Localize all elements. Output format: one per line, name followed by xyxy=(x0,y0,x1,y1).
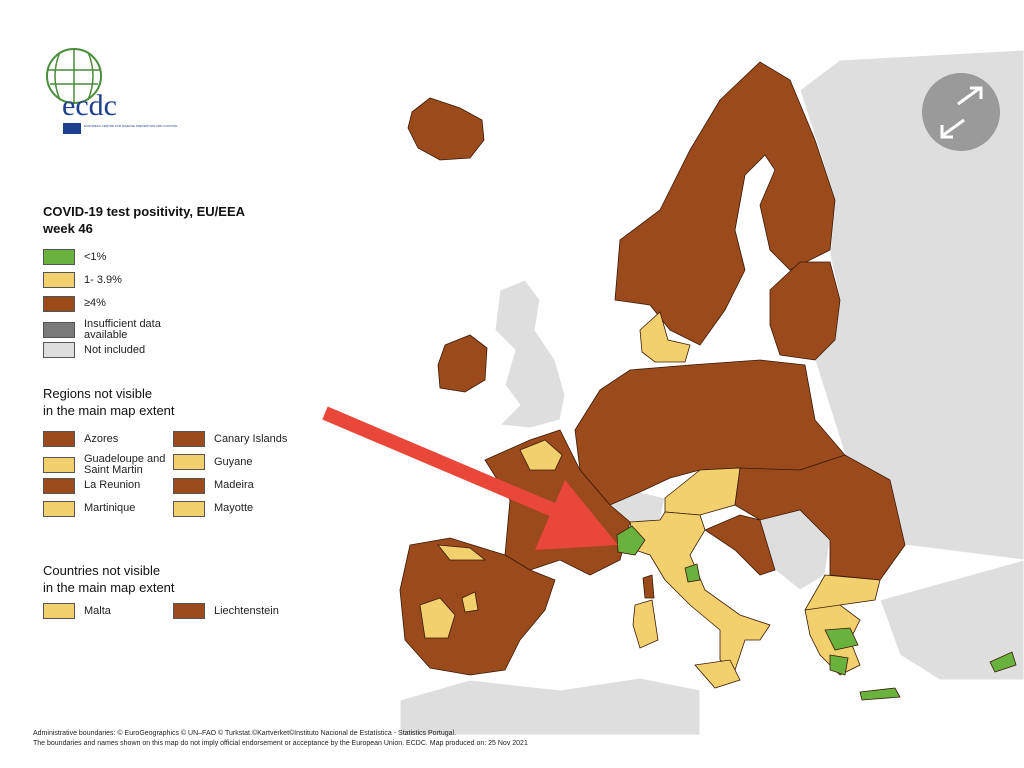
turkey-land xyxy=(879,559,1024,681)
legend-label: Malta xyxy=(84,604,111,617)
legend-swatch xyxy=(43,342,75,359)
sardinia xyxy=(632,599,659,649)
cyprus xyxy=(989,651,1017,673)
legend-title: COVID-19 test positivity, EU/EEA xyxy=(43,204,246,219)
legend-title: in the main map extent xyxy=(43,580,175,595)
scandinavia xyxy=(614,61,836,346)
legend-item: Madeira xyxy=(173,477,306,494)
legend-title: Countries not visible xyxy=(43,563,161,578)
legend-label: Canary Islands xyxy=(214,432,288,445)
legend-swatch xyxy=(43,500,75,517)
legend-swatch xyxy=(43,272,75,289)
legend-swatch xyxy=(173,431,205,447)
legend-label: Liechtenstein xyxy=(214,604,279,617)
legend-swatch xyxy=(43,431,75,447)
crete xyxy=(859,687,901,701)
legend-item: Not included xyxy=(43,342,176,359)
iceland xyxy=(407,97,485,161)
footer-text: Administrative boundaries: © EuroGeograp… xyxy=(33,730,457,737)
legend-swatch xyxy=(43,249,75,265)
logo-subtitle: EUROPEAN CENTRE FOR DISEASE PREVENTION A… xyxy=(84,124,178,128)
legend-item: Guyane xyxy=(173,454,306,471)
greece-region-2 xyxy=(829,654,849,676)
spain-region-1 xyxy=(419,597,456,639)
uk-land xyxy=(494,279,566,429)
footer-text: The boundaries and names shown on this m… xyxy=(33,740,528,747)
legend-swatch xyxy=(43,321,75,338)
legend-swatch xyxy=(43,603,75,619)
logo-grid xyxy=(48,49,100,103)
legend-label: Mayotte xyxy=(214,502,254,515)
legend-label: Azores xyxy=(84,432,119,445)
croatia xyxy=(704,514,776,576)
aosta-valley xyxy=(616,525,646,556)
legend-item: Azores xyxy=(43,431,176,447)
legend-label: Guadeloupe and Saint Martin xyxy=(84,453,166,477)
legend-item: 1- 3.9% xyxy=(43,272,176,289)
legend-item: Mayotte xyxy=(173,500,306,517)
hungary-romania xyxy=(734,454,906,581)
legend-item: Martinique xyxy=(43,500,176,517)
denmark xyxy=(639,311,691,363)
legend-title: in the main map extent xyxy=(43,403,175,418)
legend-swatch xyxy=(173,603,205,619)
legend-item: La Reunion xyxy=(43,477,176,494)
legend-item: Canary Islands xyxy=(173,431,306,447)
legend-label: Martinique xyxy=(84,502,136,515)
france-region xyxy=(519,439,563,471)
legend-swatch xyxy=(43,457,75,474)
legend-label: La Reunion xyxy=(84,479,141,492)
ireland xyxy=(437,334,488,393)
legend-item: Malta xyxy=(43,603,176,619)
legend-item: Liechtenstein xyxy=(173,603,306,619)
expand-icon xyxy=(940,86,983,139)
corsica xyxy=(642,574,655,599)
legend-label: Madeira xyxy=(214,479,254,492)
logo-text: ecdc xyxy=(62,89,117,122)
arrow-shaft xyxy=(322,406,568,522)
legend-title: Regions not visible xyxy=(43,386,153,401)
legend-swatch xyxy=(43,477,75,494)
spain-north xyxy=(437,544,487,561)
sicily xyxy=(694,659,741,689)
legend-item: ≥4% xyxy=(43,295,176,312)
greece-region-1 xyxy=(824,627,859,651)
legend-label: Not included xyxy=(84,343,146,356)
legend-swatch xyxy=(173,477,205,494)
italy xyxy=(629,511,771,671)
legend-swatch xyxy=(43,295,75,312)
eu-flag xyxy=(63,123,81,134)
gulf-of-bothnia xyxy=(740,162,770,265)
legend-swatch xyxy=(173,454,205,471)
legend-item: Insufficient data available xyxy=(43,317,176,341)
arrow-head xyxy=(535,480,618,550)
legend-label: ≥4% xyxy=(84,297,106,310)
legend-label: 1- 3.9% xyxy=(84,273,122,286)
baltic-states xyxy=(769,261,841,361)
expand-button[interactable] xyxy=(922,73,1000,151)
spain-region-2 xyxy=(461,591,479,613)
legend-label: <1% xyxy=(84,250,107,263)
legend-title: week 46 xyxy=(43,221,93,236)
legend-item: Guadeloupe and Saint Martin xyxy=(43,454,176,476)
africa-land xyxy=(399,677,701,736)
italy-region xyxy=(684,563,701,583)
legend-label: Guyane xyxy=(214,455,253,468)
legend-label: Insufficient data available xyxy=(84,317,161,341)
legend-item: <1% xyxy=(43,249,176,265)
legend-swatch xyxy=(173,500,205,517)
